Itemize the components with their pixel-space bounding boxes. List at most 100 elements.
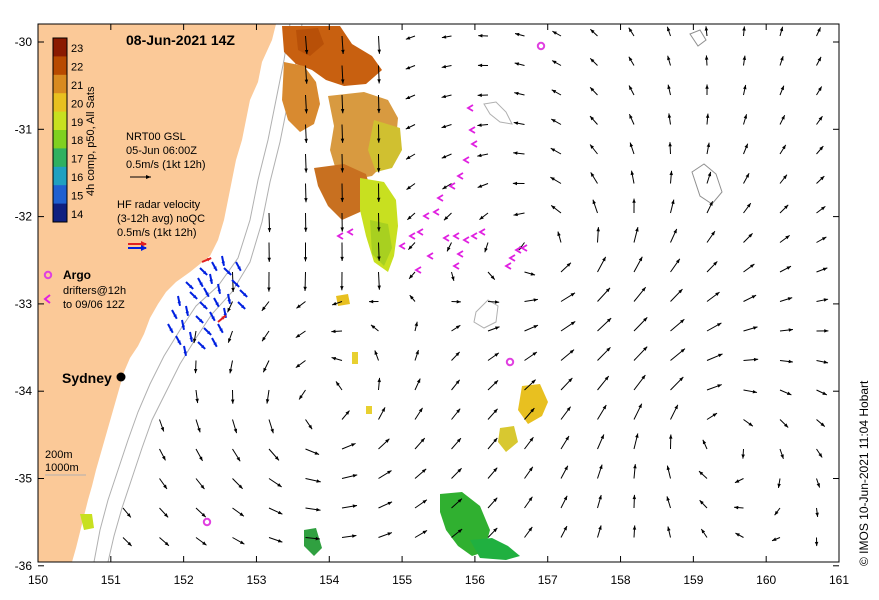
velocity-arrow-head xyxy=(566,406,571,412)
velocity-arrow-head xyxy=(819,146,824,151)
hf-radar-vector-head xyxy=(211,316,215,321)
velocity-arrow-head xyxy=(701,528,706,534)
velocity-arrow-head xyxy=(713,261,718,266)
velocity-arrow-head xyxy=(671,199,675,205)
drifter-marker xyxy=(514,246,522,254)
velocity-arrow-head xyxy=(699,500,704,505)
velocity-arrow-head xyxy=(550,177,555,181)
velocity-arrow-head xyxy=(418,407,423,413)
velocity-arrow-head xyxy=(785,235,790,240)
hf-radar-vector-head xyxy=(192,294,198,299)
argo-legend-label: Argo xyxy=(63,268,91,282)
depth-legend-line: 200m xyxy=(45,449,73,461)
velocity-arrow-head xyxy=(422,530,428,535)
velocity-arrow-head xyxy=(668,434,673,439)
velocity-arrow-head xyxy=(456,299,461,304)
velocity-arrow-head xyxy=(551,89,557,94)
velocity-arrow-head xyxy=(477,123,482,127)
velocity-arrow-head xyxy=(316,479,321,483)
velocity-arrow-head xyxy=(748,233,753,238)
velocity-arrow-head xyxy=(638,403,642,409)
velocity-arrow-head xyxy=(405,125,411,130)
velocity-arrow-head xyxy=(781,115,785,120)
drifter-marker xyxy=(346,228,354,236)
drifter-marker xyxy=(466,104,474,112)
velocity-arrow-head xyxy=(409,274,414,279)
velocity-arrow-head xyxy=(704,26,709,31)
velocity-arrow-head xyxy=(599,464,603,470)
drifter-marker xyxy=(504,262,512,270)
y-tick-label: -31 xyxy=(15,122,33,136)
velocity-arrow-head xyxy=(633,464,637,469)
velocity-arrow-head xyxy=(551,119,556,123)
colorbar-tick-label: 23 xyxy=(71,43,83,55)
colorbar-segment xyxy=(53,74,67,94)
velocity-arrow-head xyxy=(405,95,411,100)
velocity-arrow-head xyxy=(628,27,633,33)
velocity-arrow-head xyxy=(493,467,498,472)
velocity-arrow-head xyxy=(377,108,381,114)
velocity-arrow-head xyxy=(774,510,779,516)
x-tick-label: 153 xyxy=(246,573,266,587)
velocity-arrow-head xyxy=(817,56,822,62)
velocity-arrow-head xyxy=(568,377,573,383)
contour-1000m xyxy=(107,23,303,563)
velocity-arrow-head xyxy=(377,256,381,261)
velocity-arrow-head xyxy=(479,215,484,220)
velocity-arrow-head xyxy=(820,206,826,211)
hf-scale-arrow xyxy=(128,241,147,251)
velocity-arrow-head xyxy=(643,317,648,322)
velocity-arrow-head xyxy=(820,176,825,181)
velocity-arrow-head xyxy=(277,539,283,543)
hf-radar-vector-head xyxy=(205,292,209,297)
velocity-arrow-head xyxy=(641,287,646,292)
drifter-marker xyxy=(456,250,464,258)
velocity-arrow-head xyxy=(552,31,557,35)
land-area xyxy=(38,24,276,562)
sst-patches xyxy=(80,26,548,560)
colorbar-tick-label: 20 xyxy=(71,98,83,110)
velocity-arrow-head xyxy=(262,336,266,342)
velocity-arrow-head xyxy=(709,201,713,206)
velocity-arrow-head xyxy=(705,84,709,89)
velocity-arrow-head xyxy=(451,276,455,281)
velocity-arrow-head xyxy=(734,479,740,483)
seamount-contour xyxy=(483,101,513,125)
velocity-arrow-head xyxy=(743,84,747,90)
velocity-arrow-head xyxy=(566,262,571,267)
drifter-marker xyxy=(452,232,460,240)
velocity-arrow-head xyxy=(782,174,787,180)
drifter-marker xyxy=(468,126,476,134)
velocity-arrow-head xyxy=(818,453,823,458)
colorbar: 23 22 21 20 19 18 17 16 15 14 xyxy=(52,37,83,223)
velocity-arrow-head xyxy=(304,79,309,84)
argo-float-marker xyxy=(505,357,515,367)
velocity-arrow-head xyxy=(780,85,784,91)
velocity-arrow-head xyxy=(441,94,447,99)
y-tick-label: -36 xyxy=(15,559,33,573)
velocity-arrow-head xyxy=(377,49,381,54)
velocity-arrow-head xyxy=(557,231,561,237)
velocity-arrow-head xyxy=(751,295,757,299)
velocity-arrow-head xyxy=(533,298,538,302)
velocity-arrow-head xyxy=(780,56,784,61)
map-title: 08-Jun-2021 14Z xyxy=(126,32,235,48)
velocity-arrow-head xyxy=(407,215,412,220)
seamount-contour xyxy=(473,299,499,329)
y-tick-label: -35 xyxy=(15,472,33,486)
velocity-arrow-head xyxy=(529,437,534,442)
drifter-marker xyxy=(432,208,440,216)
velocity-arrow-head xyxy=(493,437,498,443)
velocity-arrow-head xyxy=(447,246,451,252)
velocity-arrow-head xyxy=(563,526,567,531)
velocity-arrow-head xyxy=(415,350,419,355)
velocity-arrow-head xyxy=(818,116,823,121)
hf-radar-vector-head xyxy=(206,258,212,262)
velocity-arrow-head xyxy=(628,56,633,62)
velocity-arrow-head xyxy=(735,533,740,537)
velocity-arrow-head xyxy=(442,185,447,190)
velocity-arrow-head xyxy=(704,55,709,60)
velocity-arrow-head xyxy=(741,454,745,459)
hf-radar-vector-head xyxy=(221,261,225,266)
velocity-arrow-head xyxy=(456,438,461,443)
